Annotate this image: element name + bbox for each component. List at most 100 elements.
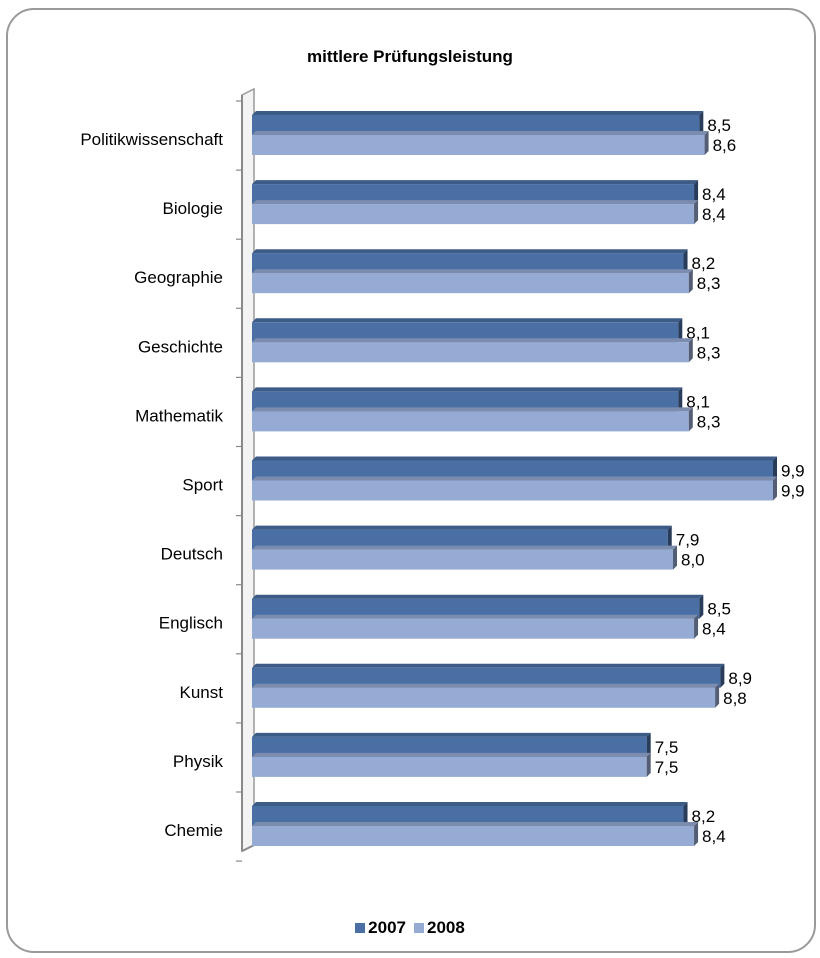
bar-top-2008 [252, 407, 693, 412]
bar-top-2008 [252, 269, 693, 274]
category-label: Politikwissenschaft [80, 130, 223, 149]
bar-2008 [252, 273, 689, 294]
legend-item-2008: 2008 [414, 918, 465, 938]
bar-2007 [252, 529, 668, 550]
data-label-2007: 8,5 [707, 116, 731, 135]
bar-top-2007 [252, 594, 704, 599]
bar-top-2008 [252, 752, 651, 757]
category-label: Mathematik [135, 406, 223, 425]
legend-item-2007: 2007 [355, 918, 406, 938]
data-label-2007: 8,9 [728, 669, 752, 688]
data-label-2008: 8,3 [697, 274, 721, 293]
bar-side-2007 [699, 111, 704, 135]
bar-2007 [252, 391, 679, 412]
bar-side-2007 [699, 594, 704, 619]
bar-top-2008 [252, 683, 720, 688]
legend-label: 2008 [427, 918, 465, 937]
bar-side-2007 [646, 732, 651, 757]
bar-2008 [252, 411, 689, 432]
bar-2008 [252, 135, 705, 155]
data-label-2007: 8,1 [686, 392, 710, 411]
bar-side-2007 [678, 387, 683, 412]
bar-top-2007 [252, 249, 688, 254]
bar-top-2007 [252, 456, 777, 461]
bar-top-2008 [252, 822, 699, 826]
bar-top-2007 [252, 663, 725, 668]
bar-2007 [252, 667, 721, 688]
data-label-2007: 8,5 [707, 600, 731, 619]
data-label-2008: 7,5 [655, 758, 679, 777]
bar-2008 [252, 826, 695, 846]
category-label: Physik [173, 752, 224, 771]
bar-side-2007 [683, 802, 688, 826]
bar-side-2008 [694, 614, 699, 639]
category-label: Geographie [134, 268, 223, 287]
category-label: Biologie [163, 199, 224, 218]
data-label-2007: 8,2 [692, 254, 716, 273]
bar-top-2008 [252, 476, 777, 481]
category-label: Geschichte [138, 337, 223, 356]
bar-top-2007 [252, 802, 688, 806]
bar-side-2008 [773, 476, 777, 501]
bar-top-2008 [252, 614, 699, 619]
bar-side-2008 [646, 752, 651, 777]
bar-side-2008 [673, 545, 678, 570]
bar-top-2008 [252, 131, 709, 135]
data-label-2007: 8,2 [692, 807, 716, 826]
bar-top-2007 [252, 387, 683, 392]
category-label: Deutsch [161, 545, 223, 564]
bar-side-2008 [694, 822, 699, 846]
bar-side-2007 [678, 318, 683, 343]
data-label-2007: 7,5 [655, 738, 679, 757]
bar-top-2007 [252, 318, 683, 323]
data-label-2007: 9,9 [781, 462, 805, 481]
data-label-2008: 8,4 [702, 205, 726, 224]
data-label-2007: 7,9 [676, 531, 700, 550]
data-label-2008: 8,3 [697, 412, 721, 431]
bar-2007 [252, 460, 773, 481]
bar-top-2007 [252, 180, 699, 185]
bar-2007 [252, 253, 684, 274]
legend-swatch [414, 923, 424, 933]
data-label-2007: 8,4 [702, 185, 726, 204]
bar-side-2008 [715, 683, 720, 708]
data-label-2008: 8,3 [697, 343, 721, 362]
bar-2008 [252, 618, 695, 639]
legend-swatch [355, 923, 366, 933]
bar-top-2007 [252, 111, 704, 115]
bar-2007 [252, 184, 695, 205]
legend-label: 2007 [368, 918, 406, 937]
legend: 2007 2008 [0, 918, 820, 938]
data-label-2008: 8,4 [702, 827, 726, 846]
y-axis-foot [241, 844, 255, 852]
bar-side-2007 [773, 456, 777, 481]
bar-side-2008 [688, 338, 693, 363]
category-label: Chemie [164, 821, 223, 840]
bar-2008 [252, 480, 773, 501]
data-label-2008: 9,9 [781, 482, 805, 501]
data-label-2008: 8,6 [713, 136, 737, 155]
bar-top-2007 [252, 525, 672, 530]
bar-2008 [252, 342, 689, 363]
chart-frame [6, 8, 816, 953]
data-label-2007: 8,1 [686, 323, 710, 342]
data-label-2008: 8,8 [723, 689, 747, 708]
category-label: Englisch [159, 614, 223, 633]
bar-side-2008 [688, 407, 693, 432]
bar-side-2008 [704, 131, 709, 155]
bar-top-2008 [252, 338, 693, 343]
bar-side-2007 [720, 663, 725, 688]
bar-2007 [252, 598, 700, 619]
bar-2007 [252, 115, 700, 135]
bar-top-2008 [252, 545, 678, 550]
chart-title: mittlere Prüfungsleistung [307, 47, 513, 66]
data-label-2008: 8,4 [702, 620, 726, 639]
bar-2008 [252, 549, 674, 570]
bar-top-2008 [252, 200, 699, 205]
bar-2007 [252, 322, 679, 343]
bar-side-2007 [694, 180, 699, 205]
bar-top-2007 [252, 732, 651, 737]
category-label: Kunst [180, 683, 224, 702]
bar-2007 [252, 736, 647, 757]
bar-2007 [252, 806, 684, 826]
